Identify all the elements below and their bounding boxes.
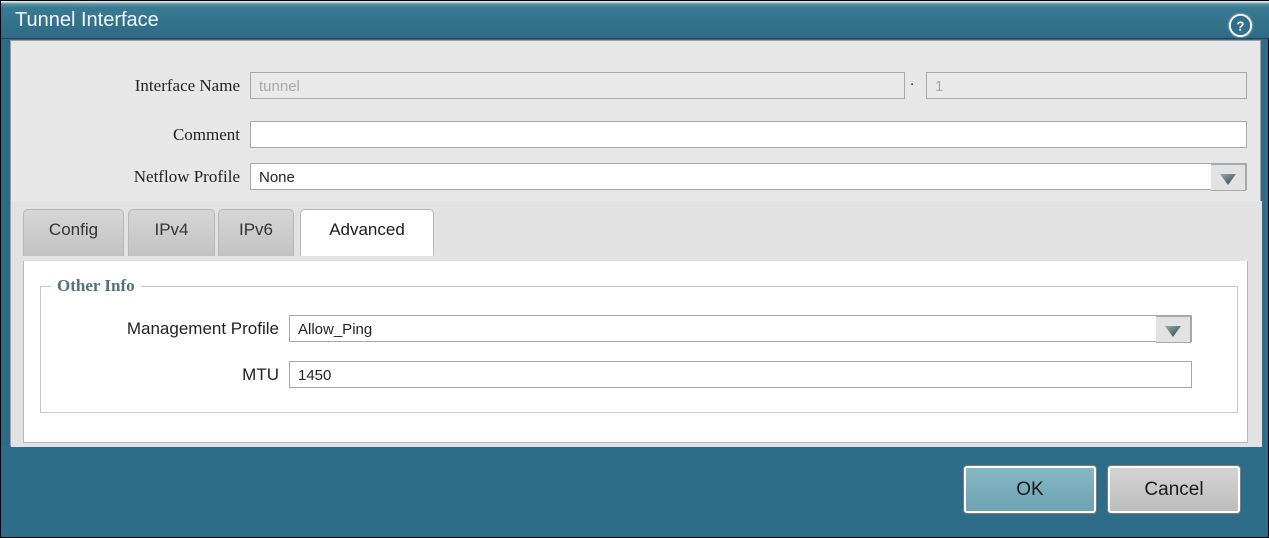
svg-text:?: ? — [1237, 18, 1245, 33]
